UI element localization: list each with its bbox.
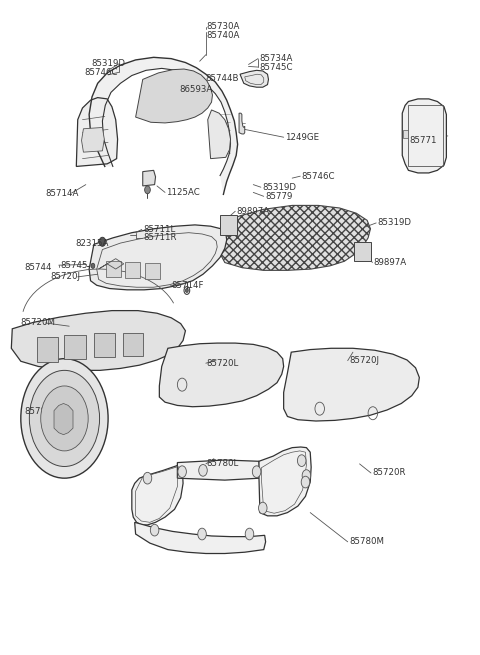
Polygon shape — [94, 333, 115, 358]
Text: 85746C: 85746C — [84, 67, 118, 77]
Circle shape — [259, 502, 267, 514]
Polygon shape — [143, 170, 156, 186]
Text: 1125AC: 1125AC — [167, 188, 200, 197]
Text: 89897A: 89897A — [237, 207, 270, 215]
Text: 85714A: 85714A — [46, 189, 79, 198]
Text: 89897A: 89897A — [374, 258, 407, 267]
Circle shape — [302, 470, 311, 481]
Text: 85720J: 85720J — [349, 356, 379, 365]
Circle shape — [150, 524, 159, 536]
Text: 85771: 85771 — [410, 136, 437, 145]
Polygon shape — [178, 460, 260, 480]
Circle shape — [198, 528, 206, 540]
Text: 85780M: 85780M — [349, 537, 384, 546]
Polygon shape — [354, 242, 371, 261]
Text: 85711L: 85711L — [143, 225, 176, 234]
Polygon shape — [239, 113, 245, 134]
Circle shape — [178, 466, 186, 477]
Text: 85780F: 85780F — [24, 407, 57, 416]
Text: 85319D: 85319D — [262, 183, 296, 192]
Polygon shape — [136, 69, 213, 123]
Text: 85734A: 85734A — [259, 54, 292, 63]
Circle shape — [99, 237, 106, 246]
Polygon shape — [125, 262, 140, 278]
Text: 85780L: 85780L — [207, 459, 239, 468]
Text: 85744: 85744 — [24, 263, 52, 272]
Polygon shape — [82, 128, 104, 152]
Circle shape — [29, 370, 99, 466]
Text: 85720M: 85720M — [20, 318, 55, 328]
Polygon shape — [219, 206, 371, 271]
Polygon shape — [89, 58, 238, 195]
Text: 85779: 85779 — [265, 192, 292, 201]
Text: 85740A: 85740A — [207, 31, 240, 40]
Circle shape — [298, 455, 306, 466]
Polygon shape — [76, 98, 118, 166]
Text: 85711R: 85711R — [143, 233, 177, 242]
Polygon shape — [132, 464, 183, 525]
Polygon shape — [135, 522, 265, 553]
Circle shape — [185, 289, 188, 292]
Text: 85730A: 85730A — [207, 22, 240, 31]
Text: 1249GE: 1249GE — [285, 133, 319, 141]
Polygon shape — [403, 130, 408, 138]
Polygon shape — [64, 335, 86, 360]
Polygon shape — [54, 403, 73, 435]
Circle shape — [301, 476, 310, 488]
Circle shape — [21, 359, 108, 478]
Circle shape — [252, 466, 261, 477]
Polygon shape — [240, 70, 268, 87]
Polygon shape — [12, 310, 185, 370]
Text: 85746C: 85746C — [301, 172, 335, 181]
Text: 85745: 85745 — [60, 261, 88, 270]
Text: 85720J: 85720J — [50, 272, 80, 282]
Polygon shape — [402, 99, 446, 173]
Polygon shape — [123, 333, 143, 356]
Circle shape — [143, 472, 152, 484]
Polygon shape — [89, 225, 227, 290]
Circle shape — [245, 528, 254, 540]
Text: 85745C: 85745C — [259, 63, 292, 71]
Text: 85319D: 85319D — [378, 218, 411, 227]
Text: 86593A: 86593A — [180, 85, 213, 94]
Polygon shape — [219, 215, 237, 234]
Circle shape — [199, 464, 207, 476]
Polygon shape — [106, 261, 121, 277]
Polygon shape — [259, 447, 311, 516]
Polygon shape — [284, 348, 420, 421]
Polygon shape — [145, 263, 160, 279]
Polygon shape — [208, 110, 230, 159]
Circle shape — [144, 186, 150, 194]
Polygon shape — [37, 337, 58, 362]
Polygon shape — [159, 343, 284, 407]
Text: 85744B: 85744B — [206, 73, 240, 83]
Circle shape — [41, 386, 88, 451]
Text: 85319D: 85319D — [92, 60, 125, 68]
Text: 85714F: 85714F — [172, 282, 204, 290]
Circle shape — [91, 263, 95, 269]
Text: 85720R: 85720R — [372, 468, 406, 477]
Text: 82315A: 82315A — [75, 238, 108, 248]
Text: 85720L: 85720L — [207, 359, 239, 367]
